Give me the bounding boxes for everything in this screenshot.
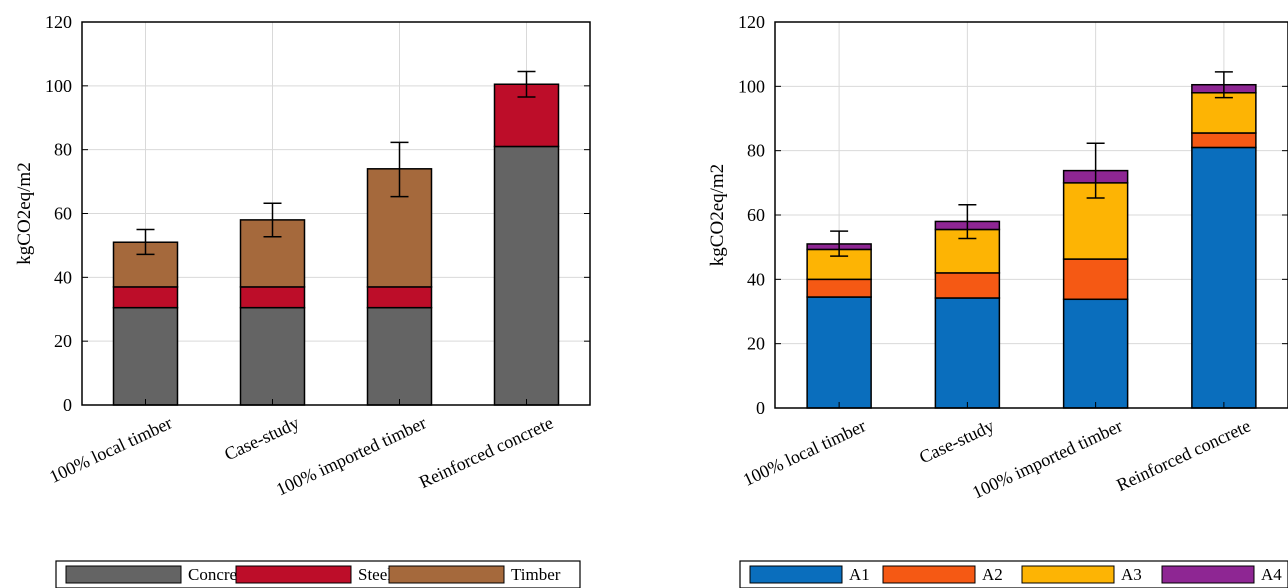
x-tick-label: Reinforced concrete (1113, 415, 1253, 495)
bar-segment-steel-2 (366, 286, 433, 309)
bar-segment-a2-2 (1062, 258, 1129, 301)
left-chart-material-breakdown: 0 20 40 60 80 100 120 100% local timber Case-stu… (14, 12, 591, 588)
bar-segment-a1-3 (1191, 146, 1257, 409)
bar-segment-steel-0 (112, 286, 179, 309)
y-tick-label: 120 (738, 12, 765, 32)
bar-segment-a1-1 (934, 297, 1001, 409)
y-axis-label: kgCO2eq/m2 (14, 162, 35, 264)
legend-label-a3: A3 (1121, 565, 1142, 584)
y-tick-label: 80 (54, 140, 72, 160)
y-tick-label: 40 (747, 269, 765, 289)
legend-label-a2: A2 (982, 565, 1003, 584)
y-tick-label: 0 (63, 395, 72, 415)
y-tick-label: 100 (45, 76, 72, 96)
legend-swatch-steel (235, 565, 352, 584)
legend-swatch-a4 (1161, 565, 1255, 584)
y-tick-label: 60 (747, 205, 765, 225)
legend: A1 A2 A3 A4 (739, 560, 1288, 588)
x-tick-label: Case-study (916, 415, 997, 467)
x-tick-label: Reinforced concrete (416, 412, 556, 492)
legend: Concrete Steel Timber (55, 560, 581, 588)
x-tick-label: 100% local timber (740, 415, 869, 489)
legend-swatch-concrete (65, 565, 182, 584)
bar-segment-a1-0 (806, 296, 872, 409)
right-chart-stage-breakdown: 0 20 40 60 80 100 120 100% local timber Case-stu… (707, 12, 1288, 588)
legend-label-steel: Steel (358, 565, 392, 584)
y-axis-label: kgCO2eq/m2 (707, 164, 728, 266)
bar-segment-a2-1 (934, 272, 1001, 299)
y-tick-label: 80 (747, 141, 765, 161)
y-tick-label: 20 (747, 334, 765, 354)
legend-swatch-a3 (1021, 565, 1115, 584)
bar-segment-a1-2 (1062, 298, 1129, 409)
y-tick-label: 40 (54, 267, 72, 287)
legend-label-timber: Timber (511, 565, 561, 584)
bar-segment-steel-1 (239, 286, 306, 309)
legend-swatch-a1 (749, 565, 843, 584)
bar-segment-concrete-3 (493, 145, 560, 406)
y-tick-label: 60 (54, 204, 72, 224)
bar-segment-a2-3 (1191, 132, 1257, 149)
bar-segment-a3-3 (1191, 92, 1257, 134)
legend-label-a4: A4 (1261, 565, 1282, 584)
x-tick-label: Case-study (221, 412, 302, 464)
legend-label-a1: A1 (849, 565, 870, 584)
bar-segment-concrete-0 (112, 306, 179, 406)
legend-swatch-a2 (882, 565, 976, 584)
bar-segment-a3-1 (934, 228, 1001, 274)
bar-segment-a2-0 (806, 278, 872, 298)
y-tick-label: 100 (738, 76, 765, 96)
x-tick-label: 100% local timber (46, 412, 175, 486)
legend-swatch-timber (388, 565, 505, 584)
y-tick-label: 0 (756, 398, 765, 418)
bar-segment-concrete-2 (366, 306, 433, 406)
legend-label-concrete: Concrete (188, 565, 249, 584)
y-tick-label: 20 (54, 331, 72, 351)
y-tick-label: 120 (45, 12, 72, 32)
bar-segment-concrete-1 (239, 306, 306, 406)
